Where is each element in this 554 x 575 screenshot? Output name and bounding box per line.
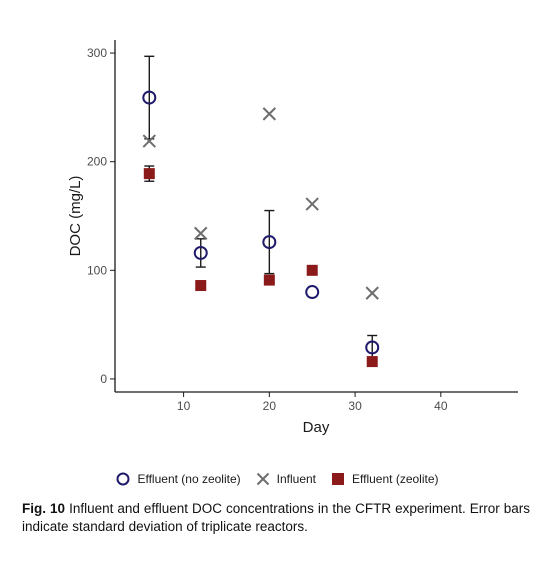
doc-chart: 0 100 200 300 10 20 30 40 DOC (mg/L) Day xyxy=(67,40,518,436)
data-point-circle xyxy=(142,90,157,105)
axes: 0 100 200 300 10 20 30 40 xyxy=(87,40,518,413)
caption-text: Influent and effluent DOC concentrations… xyxy=(22,501,531,534)
legend-item-effluent-no-zeolite: Effluent (no zeolite) xyxy=(115,471,241,487)
x-tick-label: 20 xyxy=(263,399,277,413)
data-point-x xyxy=(305,197,319,211)
legend-label: Effluent (no zeolite) xyxy=(137,472,241,486)
y-tick-label: 0 xyxy=(100,372,107,386)
y-tick-label: 100 xyxy=(87,263,107,277)
data-point-square xyxy=(306,264,318,276)
cross-icon xyxy=(256,472,269,486)
data-point-square xyxy=(263,274,275,286)
legend: Effluent (no zeolite) Influent Effluent … xyxy=(0,466,554,492)
legend-label: Effluent (zeolite) xyxy=(352,472,439,486)
chart-marks xyxy=(142,55,380,368)
filled-square-icon xyxy=(332,473,345,485)
figure-caption: Fig. 10 Influent and effluent DOC concen… xyxy=(22,500,530,536)
open-circle-icon xyxy=(116,472,130,486)
data-point-circle xyxy=(365,340,380,355)
figure-label: Fig. 10 xyxy=(22,501,66,516)
data-point-square xyxy=(143,168,155,180)
data-point-square xyxy=(195,280,207,292)
x-tick-label: 10 xyxy=(177,399,191,413)
y-tick-label: 200 xyxy=(87,155,107,169)
legend-item-effluent-zeolite: Effluent (zeolite) xyxy=(330,471,439,487)
x-tick-label: 30 xyxy=(348,399,362,413)
data-point-circle xyxy=(262,235,277,250)
data-point-circle xyxy=(305,285,320,300)
data-point-square xyxy=(366,356,378,368)
data-point-x xyxy=(194,226,208,241)
data-point-x xyxy=(365,286,379,300)
data-point-x xyxy=(262,107,277,121)
data-point-x xyxy=(142,134,157,148)
legend-label: Influent xyxy=(276,472,317,486)
y-tick-label: 300 xyxy=(87,46,107,60)
y-axis-title: DOC (mg/L) xyxy=(67,176,84,257)
legend-item-influent: Influent xyxy=(255,471,316,487)
x-tick-label: 40 xyxy=(434,399,448,413)
x-axis-title: Day xyxy=(303,419,330,436)
data-point-circle xyxy=(193,245,208,260)
